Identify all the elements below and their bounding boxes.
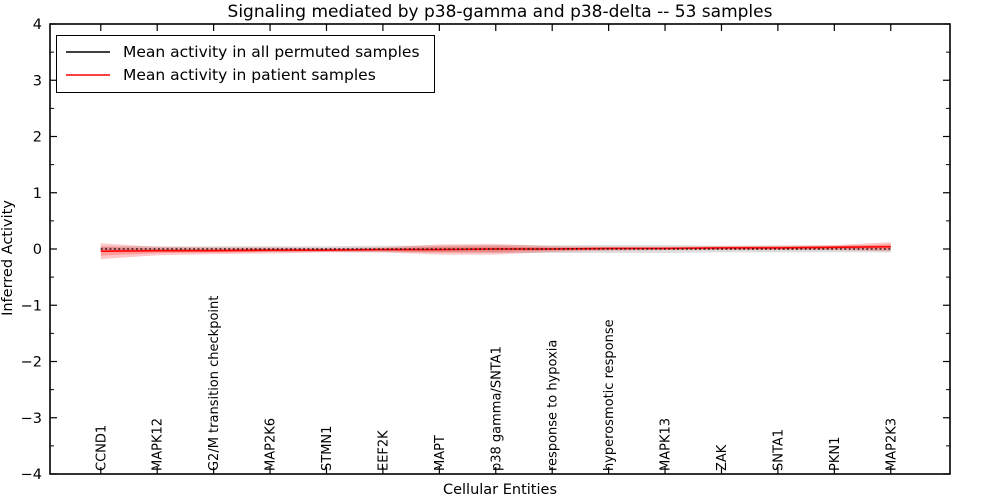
x-tick-label: MAP2K3	[884, 418, 899, 471]
x-tick-label: CCND1	[94, 425, 109, 471]
legend-label-patient: Mean activity in patient samples	[123, 66, 376, 84]
legend-item-patient: Mean activity in patient samples	[65, 66, 420, 84]
x-tick-label: MAP2K6	[264, 418, 279, 471]
series-band-1	[100, 242, 891, 260]
x-tick-label: ZAK	[715, 444, 730, 471]
x-tick-label: hyperosmotic response	[602, 319, 617, 471]
y-tick-label: 0	[33, 242, 42, 258]
x-tick-label: MAPK12	[151, 418, 166, 471]
x-axis-label: Cellular Entities	[442, 482, 558, 498]
x-tick-label: PKN1	[828, 437, 843, 471]
series-line-patient	[100, 245, 891, 253]
x-tick-label: MAPT	[433, 435, 448, 471]
x-tick-label: SNTA1	[771, 429, 786, 471]
y-tick-label: 3	[33, 73, 42, 89]
x-tick-label: response to hypoxia	[546, 340, 561, 471]
x-tick-label: MAPK13	[659, 418, 674, 471]
x-tick-label: p38 gamma/SNTA1	[489, 346, 504, 471]
series-inner-band-1	[100, 244, 891, 256]
x-tick-label: G2/M transition checkpoint	[207, 296, 222, 471]
y-tick-label: 2	[33, 130, 42, 146]
y-axis-label: Inferred Activity	[0, 200, 16, 316]
y-tick-label: 4	[33, 17, 42, 33]
patient-line-swatch	[65, 73, 111, 77]
y-tick-label: −1	[21, 298, 42, 314]
y-tick-label: −4	[21, 467, 42, 483]
chart-title: Signaling mediated by p38-gamma and p38-…	[227, 2, 773, 22]
y-tick-label: −2	[21, 355, 42, 371]
x-tick-label: STMN1	[320, 426, 335, 471]
permuted-line-swatch	[65, 50, 111, 54]
y-tick-label: −3	[21, 411, 42, 427]
y-tick-label: 1	[33, 186, 42, 202]
x-tick-label: EEF2K	[376, 430, 391, 471]
legend: Mean activity in all permuted samples Me…	[56, 35, 435, 93]
legend-item-permuted: Mean activity in all permuted samples	[65, 43, 420, 61]
legend-label-permuted: Mean activity in all permuted samples	[123, 43, 420, 61]
